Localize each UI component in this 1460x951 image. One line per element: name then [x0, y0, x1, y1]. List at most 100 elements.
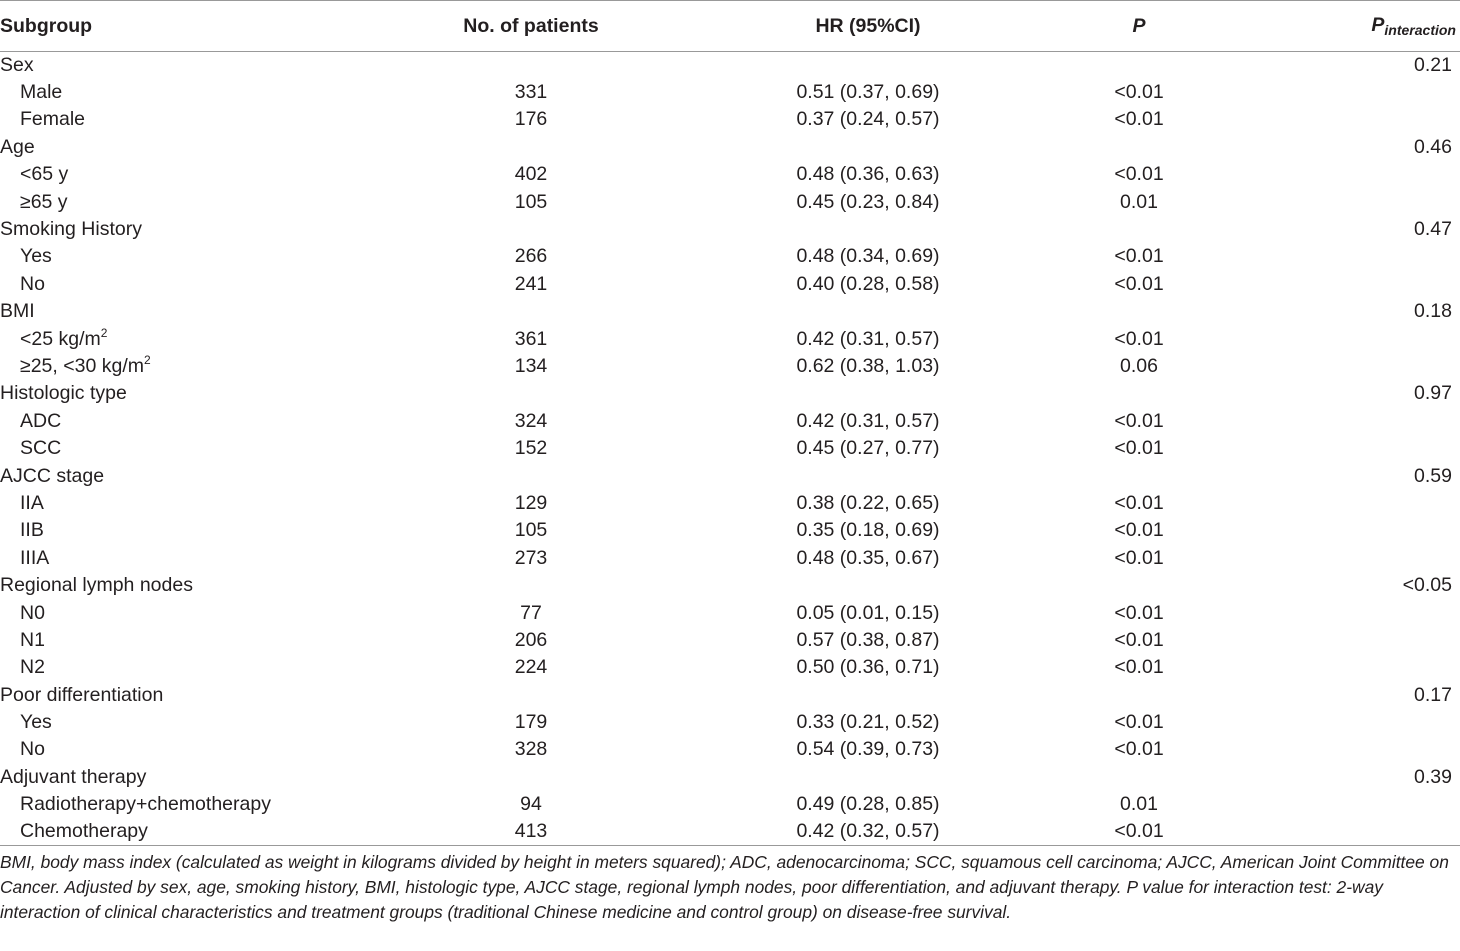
- p-interaction-cell: [1224, 654, 1460, 681]
- p-value-cell: [1054, 298, 1224, 325]
- subgroup-label-text: Age: [0, 135, 35, 158]
- subgroup-label-text: N0: [20, 601, 45, 624]
- subgroup-label-text: No: [20, 272, 45, 295]
- patients-count-cell: [380, 681, 682, 708]
- subgroup-label-text: Yes: [20, 245, 52, 268]
- table-row: AJCC stage 0.59: [0, 462, 1460, 489]
- hazard-ratio-cell: 0.48 (0.36, 0.63): [796, 163, 940, 186]
- table-row: No 241 0.40 (0.28, 0.58) <0.01: [0, 271, 1460, 298]
- table-row: ≥25, <30 kg/m2 134 0.62 (0.38, 1.03) 0.06: [0, 353, 1460, 380]
- subgroup-label-text: ADC: [20, 409, 62, 432]
- patients-count-cell: 179: [514, 711, 548, 734]
- table-row: Poor differentiation 0.17: [0, 681, 1460, 708]
- p-value-cell: <0.01: [1114, 656, 1164, 679]
- hazard-ratio-cell: 0.51 (0.37, 0.69): [796, 81, 940, 104]
- patients-count-cell: 361: [514, 327, 548, 350]
- p-interaction-cell: 0.47: [1414, 218, 1452, 241]
- p-interaction-cell: [1224, 545, 1460, 572]
- patients-count-cell: [380, 298, 682, 325]
- unit-superscript: 2: [100, 325, 108, 340]
- subgroup-label-text: Chemotherapy: [20, 820, 148, 843]
- table-header: Subgroup No. of patients HR (95%CI) P Pi…: [0, 0, 1460, 52]
- p-value-cell: [1054, 681, 1224, 708]
- table-row: IIA 129 0.38 (0.22, 0.65) <0.01: [0, 490, 1460, 517]
- subgroup-level-label: IIIA: [0, 545, 380, 572]
- p-value-cell: <0.01: [1114, 601, 1164, 624]
- p-value-cell: <0.01: [1114, 272, 1164, 295]
- p-interaction-cell: 0.97: [1414, 382, 1452, 405]
- patients-count-cell: 105: [514, 519, 548, 542]
- subgroup-label-text: AJCC stage: [0, 464, 105, 487]
- p-value-cell: <0.01: [1114, 81, 1164, 104]
- p-value-cell: 0.06: [1120, 354, 1158, 377]
- subgroup-label-text: ≥65 y: [20, 190, 68, 213]
- hazard-ratio-cell: 0.37 (0.24, 0.57): [796, 108, 940, 131]
- p-interaction-cell: [1224, 271, 1460, 298]
- subgroup-level-label: N2: [0, 654, 380, 681]
- subgroup-label-text: Yes: [20, 711, 52, 734]
- patients-count-cell: 328: [514, 738, 548, 761]
- patients-count-cell: [380, 216, 682, 243]
- table-row: ADC 324 0.42 (0.31, 0.57) <0.01: [0, 408, 1460, 435]
- hazard-ratio-cell: 0.48 (0.35, 0.67): [796, 546, 940, 569]
- subgroup-label-text: Male: [20, 81, 63, 104]
- p-interaction-cell: [1224, 736, 1460, 763]
- subgroup-category-label: Regional lymph nodes: [0, 572, 380, 599]
- hazard-ratio-cell: [682, 681, 1054, 708]
- subgroup-label-text: N2: [20, 656, 45, 679]
- p-interaction-cell: [1224, 627, 1460, 654]
- subgroup-label-text: Female: [20, 108, 86, 131]
- table-row: Age 0.46: [0, 134, 1460, 161]
- p-value-cell: [1054, 572, 1224, 599]
- subgroup-label-text: No: [20, 738, 45, 761]
- table-row: Smoking History 0.47: [0, 216, 1460, 243]
- header-p-interaction-subscript: interaction: [1384, 22, 1456, 38]
- table-row: SCC 152 0.45 (0.27, 0.77) <0.01: [0, 435, 1460, 462]
- hazard-ratio-cell: 0.42 (0.31, 0.57): [796, 409, 940, 432]
- table-row: N1 206 0.57 (0.38, 0.87) <0.01: [0, 627, 1460, 654]
- patients-count-cell: 206: [514, 628, 548, 651]
- table-row: <25 kg/m2 361 0.42 (0.31, 0.57) <0.01: [0, 325, 1460, 352]
- header-patients: No. of patients: [380, 0, 682, 52]
- table-row: Radiotherapy+chemotherapy 94 0.49 (0.28, 0…: [0, 791, 1460, 818]
- p-value-cell: <0.01: [1114, 163, 1164, 186]
- subgroup-label-text: IIIA: [20, 546, 50, 569]
- hazard-ratio-cell: 0.35 (0.18, 0.69): [796, 519, 940, 542]
- p-value-cell: <0.01: [1114, 491, 1164, 514]
- subgroup-category-label: BMI: [0, 298, 380, 325]
- patients-count-cell: [380, 764, 682, 791]
- header-p-interaction: Pinteraction: [1224, 0, 1460, 52]
- p-interaction-cell: [1224, 188, 1460, 215]
- p-value-cell: <0.01: [1114, 409, 1164, 432]
- subgroup-level-label: Male: [0, 79, 380, 106]
- subgroup-label-text: Smoking History: [0, 218, 142, 241]
- patients-count-cell: 77: [520, 601, 542, 624]
- patients-count-cell: 413: [380, 818, 682, 847]
- table-row: Adjuvant therapy 0.39: [0, 764, 1460, 791]
- subgroup-label-text: <65 y: [20, 163, 69, 186]
- p-value-cell: [1054, 134, 1224, 161]
- p-interaction-cell: [1224, 709, 1460, 736]
- p-value-cell: <0.01: [1114, 711, 1164, 734]
- patients-count-cell: 266: [514, 245, 548, 268]
- subgroup-category-label: Poor differentiation: [0, 681, 380, 708]
- p-value-cell: [1054, 380, 1224, 407]
- p-interaction-cell: 0.39: [1414, 765, 1452, 788]
- table-row: Histologic type 0.97: [0, 380, 1460, 407]
- subgroup-level-label: Yes: [0, 709, 380, 736]
- table-body: Sex 0.21 Male 331 0.51 (0.37, 0.69) <0.01 Fema…: [0, 52, 1460, 847]
- p-interaction-cell: [1224, 818, 1460, 847]
- p-value-cell: <0.01: [1114, 245, 1164, 268]
- table-row: BMI 0.18: [0, 298, 1460, 325]
- hazard-ratio-cell: 0.40 (0.28, 0.58): [796, 272, 940, 295]
- hazard-ratio-cell: 0.54 (0.39, 0.73): [796, 738, 940, 761]
- p-interaction-cell: 0.18: [1414, 300, 1452, 323]
- subgroup-level-label: Yes: [0, 243, 380, 270]
- subgroup-level-label: N0: [0, 599, 380, 626]
- hazard-ratio-cell: [682, 572, 1054, 599]
- subgroup-level-label: IIA: [0, 490, 380, 517]
- table-row: N2 224 0.50 (0.36, 0.71) <0.01: [0, 654, 1460, 681]
- p-value-cell: [1054, 52, 1224, 79]
- patients-count-cell: [380, 380, 682, 407]
- hazard-ratio-cell: 0.50 (0.36, 0.71): [796, 656, 940, 679]
